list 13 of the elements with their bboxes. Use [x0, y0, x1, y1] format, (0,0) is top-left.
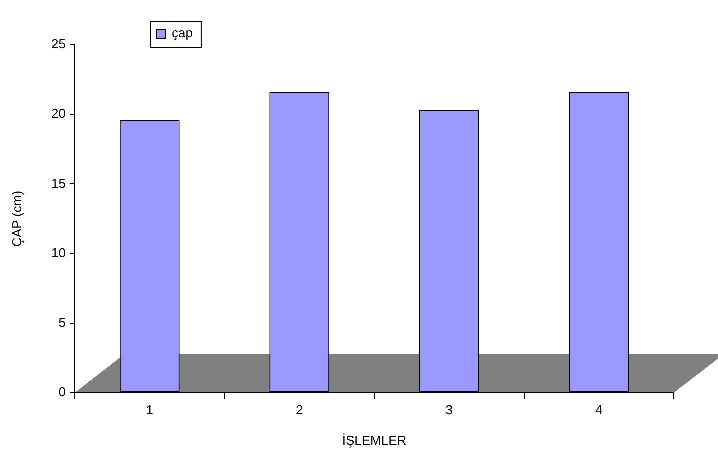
y-tick-label: 25 [52, 36, 66, 52]
y-tick-label: 10 [52, 245, 66, 260]
y-tick-label: 0 [58, 384, 66, 400]
y-tick-label: 15 [52, 176, 66, 191]
x-axis-title: İŞLEMLER [342, 432, 407, 448]
y-tick-label: 5 [58, 314, 66, 330]
legend-label: çap [172, 26, 193, 41]
x-tick-label: 3 [446, 402, 453, 418]
y-axis-title: ÇAP (cm) [9, 190, 24, 248]
y-tick-label: 20 [52, 106, 66, 122]
x-tick-label: 4 [596, 402, 603, 418]
x-tick-label: 1 [146, 402, 154, 418]
x-tick-label: 2 [296, 402, 304, 418]
